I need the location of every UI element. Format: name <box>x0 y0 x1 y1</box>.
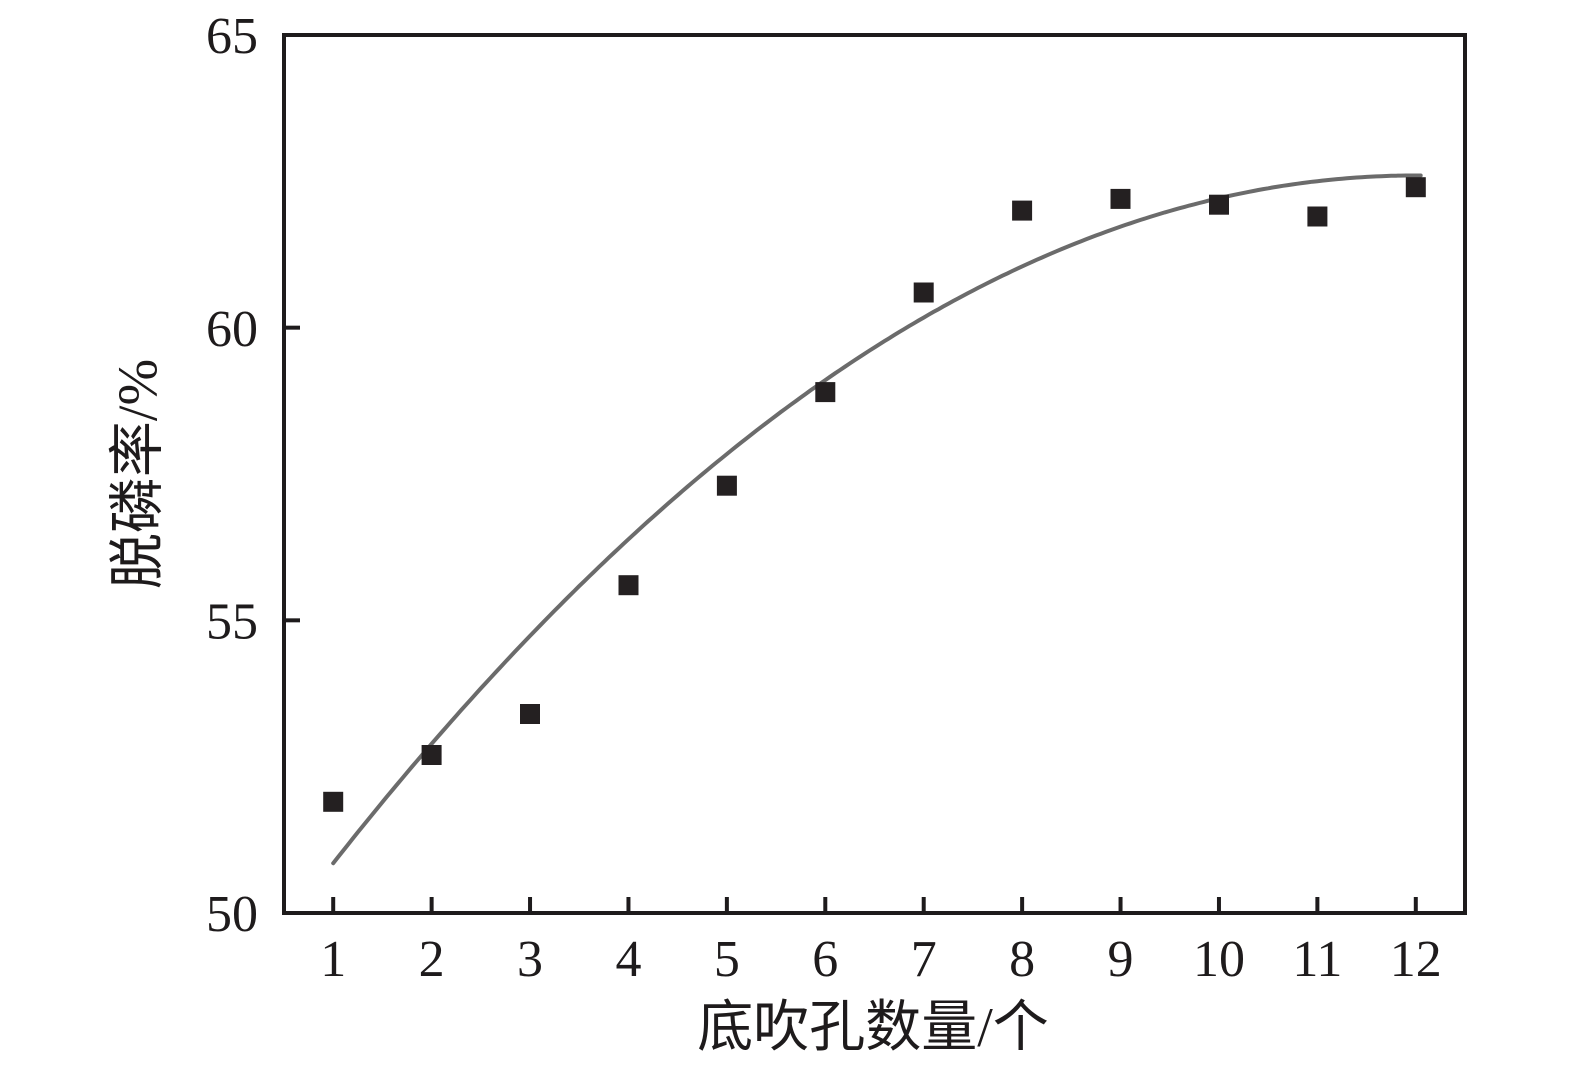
data-point <box>913 282 934 303</box>
y-tick-label: 55 <box>206 594 258 651</box>
x-tick-label: 10 <box>1193 931 1245 988</box>
x-tick-label: 11 <box>1292 931 1342 988</box>
y-tick-label: 60 <box>206 301 258 358</box>
x-tick-label: 6 <box>812 931 838 988</box>
data-point <box>1307 206 1328 227</box>
data-point <box>520 704 540 724</box>
x-tick-label: 7 <box>911 931 937 988</box>
data-point <box>1405 177 1426 198</box>
y-tick-label: 50 <box>206 886 258 943</box>
x-tick-label: 8 <box>1009 931 1035 988</box>
y-tick-label: 65 <box>206 8 258 65</box>
x-tick-label: 4 <box>615 931 641 988</box>
data-point <box>618 575 639 596</box>
data-point <box>1110 188 1131 209</box>
x-tick-label: 5 <box>714 931 740 988</box>
x-tick-label: 2 <box>419 931 445 988</box>
x-tick-label: 12 <box>1390 931 1442 988</box>
data-point <box>716 475 737 496</box>
x-tick-label: 1 <box>320 931 346 988</box>
data-point <box>815 382 836 403</box>
y-axis-title: 脱磷率/% <box>107 359 169 589</box>
fit-curve <box>331 173 1423 866</box>
x-tick-label: 9 <box>1108 931 1134 988</box>
x-axis-title: 底吹孔数量/个 <box>697 997 1049 1059</box>
data-point <box>1012 200 1033 221</box>
data-point <box>1209 194 1229 215</box>
plot-border <box>282 33 1467 915</box>
x-tick-label: 3 <box>517 931 543 988</box>
data-point <box>323 791 344 812</box>
data-point <box>421 745 442 765</box>
